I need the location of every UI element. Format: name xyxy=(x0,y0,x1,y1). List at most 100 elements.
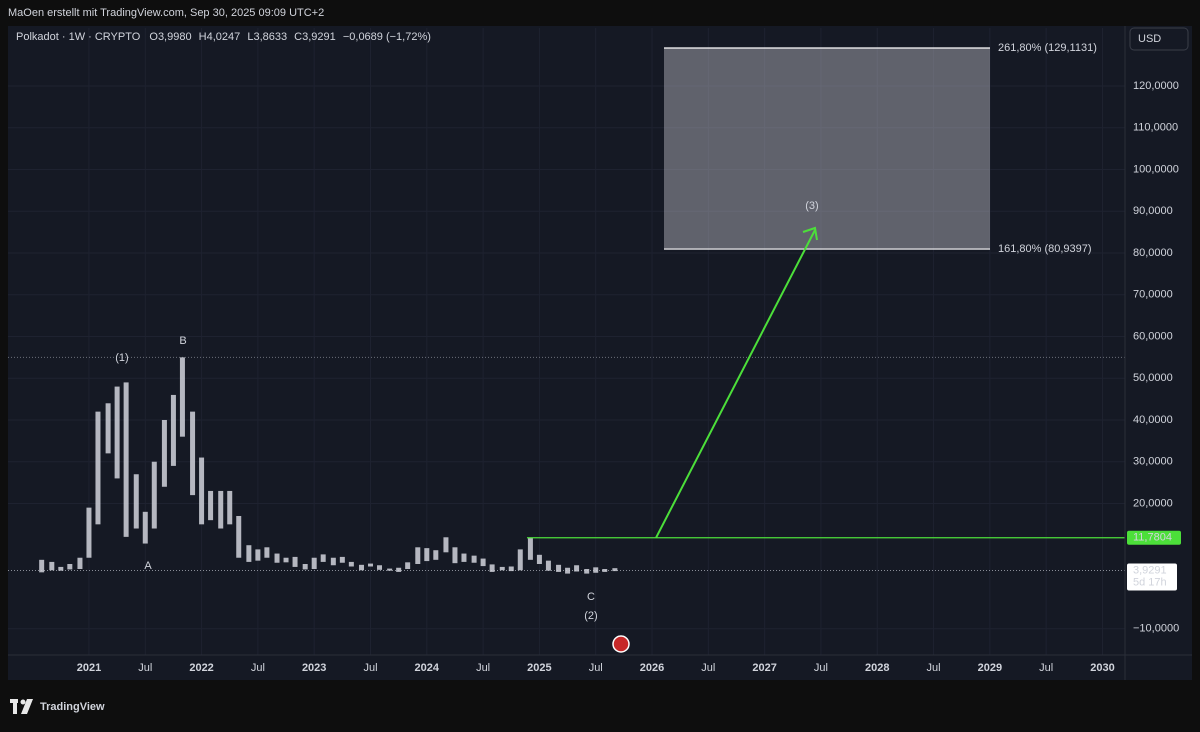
y-tick-label: 60,0000 xyxy=(1133,330,1173,342)
price-bar xyxy=(565,567,571,574)
price-bar xyxy=(339,556,345,563)
wave-label: (3) xyxy=(805,200,818,212)
price-bar xyxy=(86,507,92,558)
logo-part xyxy=(20,699,26,705)
price-bar xyxy=(480,558,486,567)
price-bar xyxy=(358,564,364,571)
countdown: 5d 17h xyxy=(1133,576,1167,588)
l-label: L xyxy=(247,31,253,43)
price-bar xyxy=(508,566,514,572)
price-bar xyxy=(208,490,214,521)
x-tick-label: Jul xyxy=(589,662,603,674)
x-tick-label: Jul xyxy=(1039,662,1053,674)
legend: Polkadot · 1W · CRYPTO O3,9980 H4,0247 L… xyxy=(16,31,431,43)
x-tick-label: 2021 xyxy=(77,662,101,674)
o-label: O xyxy=(149,31,158,43)
y-tick-label: 40,0000 xyxy=(1133,414,1173,426)
x-tick-label: Jul xyxy=(814,662,828,674)
price-bar xyxy=(405,562,411,570)
y-tick-label: 50,0000 xyxy=(1133,372,1173,384)
price-bar xyxy=(556,564,562,572)
logo-part xyxy=(13,699,17,714)
x-tick-label: 2029 xyxy=(978,662,1002,674)
c-value: 3,9291 xyxy=(302,31,336,43)
price-bar xyxy=(612,568,618,572)
price-bar xyxy=(77,557,83,570)
price-bar xyxy=(264,547,270,558)
price-bar xyxy=(584,569,590,574)
price-bar xyxy=(133,474,139,529)
price-bar xyxy=(114,386,120,479)
x-tick-label: Jul xyxy=(476,662,490,674)
chart: 120,0000 110,0000 100,0000 90,0000 80,0000 70… xyxy=(8,28,1181,674)
y-tick-label: 30,0000 xyxy=(1133,456,1173,468)
price-bar xyxy=(489,564,495,572)
x-tick-label: 2026 xyxy=(640,662,664,674)
price-bar xyxy=(95,411,101,525)
x-tick-label: Jul xyxy=(701,662,715,674)
price-bar xyxy=(246,545,252,562)
fib-label: 261,80% (129,1131) xyxy=(998,42,1097,54)
y-tick-label: 110,0000 xyxy=(1133,122,1178,134)
price-bar xyxy=(302,563,308,570)
o-value: 3,9980 xyxy=(158,31,192,43)
price-bar xyxy=(536,554,542,564)
price-bar xyxy=(499,566,505,571)
symbol: Polkadot · 1W · CRYPTO xyxy=(16,31,141,43)
price-bar xyxy=(292,556,298,567)
price-bar xyxy=(274,553,280,563)
price-bar xyxy=(461,553,467,562)
price-bar xyxy=(367,563,373,567)
price-bar xyxy=(396,567,402,572)
price-bar xyxy=(415,547,421,564)
price-bar xyxy=(433,550,439,560)
price-bar xyxy=(443,537,449,553)
breakout-tag xyxy=(1127,530,1181,545)
y-tick-label: 100,0000 xyxy=(1133,163,1179,175)
wave-label: (2) xyxy=(584,610,597,622)
brand-logo xyxy=(10,699,33,714)
price-bar xyxy=(39,559,45,573)
price-bar xyxy=(161,419,167,487)
price-bar xyxy=(348,561,354,567)
x-tick-label: Jul xyxy=(251,662,265,674)
wave-label: B xyxy=(179,335,186,347)
price-bar xyxy=(320,554,326,562)
price-tag-label: 3,9291 xyxy=(1133,564,1167,576)
y-tick-label: 120,0000 xyxy=(1133,80,1179,92)
price-bar xyxy=(602,569,608,572)
price-bar xyxy=(190,411,196,496)
price-bar xyxy=(218,490,224,529)
y-tick-label: −10,0000 xyxy=(1133,623,1179,635)
wave-label: C xyxy=(587,591,595,603)
price-bar xyxy=(377,565,383,570)
x-tick-label: Jul xyxy=(138,662,152,674)
price-bar xyxy=(517,549,523,571)
y-tick-label: 70,0000 xyxy=(1133,289,1173,301)
price-bar xyxy=(179,357,185,437)
currency-button[interactable] xyxy=(1129,27,1189,51)
price-bar xyxy=(283,557,289,563)
logo-part xyxy=(21,699,33,714)
price-bar xyxy=(311,557,317,570)
price-bar xyxy=(67,563,73,570)
x-tick-label: 2028 xyxy=(865,662,889,674)
price-bar xyxy=(471,555,477,563)
currency[interactable]: USD xyxy=(1138,33,1161,45)
c-label: C xyxy=(294,31,302,43)
price-bar xyxy=(545,560,551,571)
price-tag xyxy=(1127,563,1177,591)
price-bar xyxy=(151,461,157,529)
price-bar xyxy=(387,568,393,571)
x-tick-label: 2027 xyxy=(752,662,776,674)
price-bar xyxy=(452,547,458,564)
price-bar xyxy=(105,403,111,454)
x-tick-label: 2022 xyxy=(189,662,213,674)
x-tick-label: 2023 xyxy=(302,662,326,674)
price-bar xyxy=(123,382,129,537)
x-tick-label: 2025 xyxy=(527,662,551,674)
target-zone xyxy=(664,47,990,250)
x-tick-label: Jul xyxy=(927,662,941,674)
